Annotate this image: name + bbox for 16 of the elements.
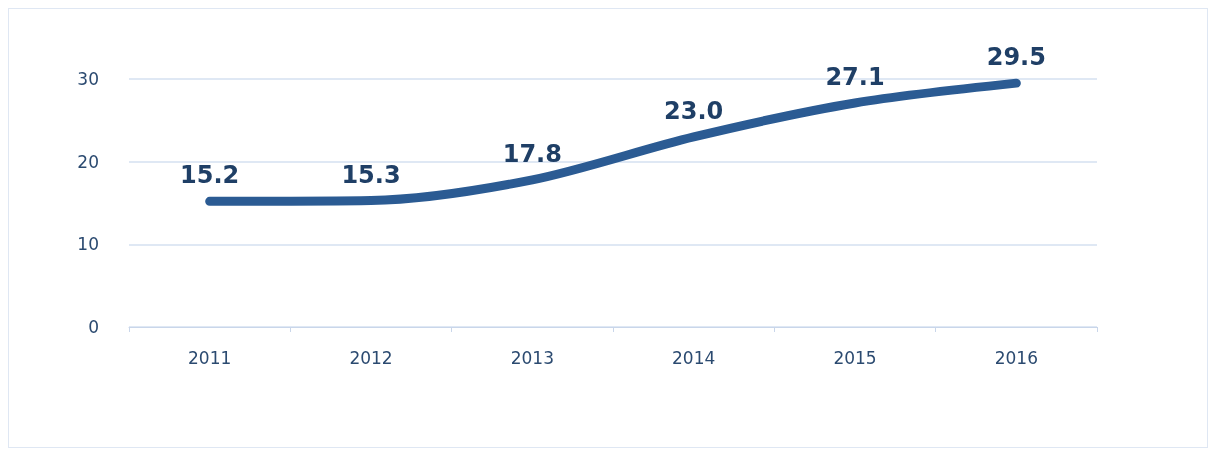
data-label: 15.2 <box>180 161 240 190</box>
y-tick-label: 0 <box>88 317 99 337</box>
data-label: 17.8 <box>502 139 562 168</box>
data-label: 27.1 <box>825 62 885 91</box>
data-label: 23.0 <box>664 96 724 125</box>
x-tick-label: 2016 <box>994 347 1038 368</box>
y-tick-label: 20 <box>77 151 99 172</box>
x-tick-label: 2012 <box>349 347 393 368</box>
x-tick-label: 2014 <box>672 347 716 368</box>
y-tick-label: 10 <box>77 234 99 255</box>
x-tick-label: 2013 <box>510 347 554 368</box>
y-tick-label: 30 <box>77 69 99 89</box>
x-tick-label: 2011 <box>188 347 232 368</box>
data-label: 29.5 <box>986 43 1046 72</box>
x-tick-label: 2015 <box>833 347 877 368</box>
data-label: 15.3 <box>341 160 401 189</box>
